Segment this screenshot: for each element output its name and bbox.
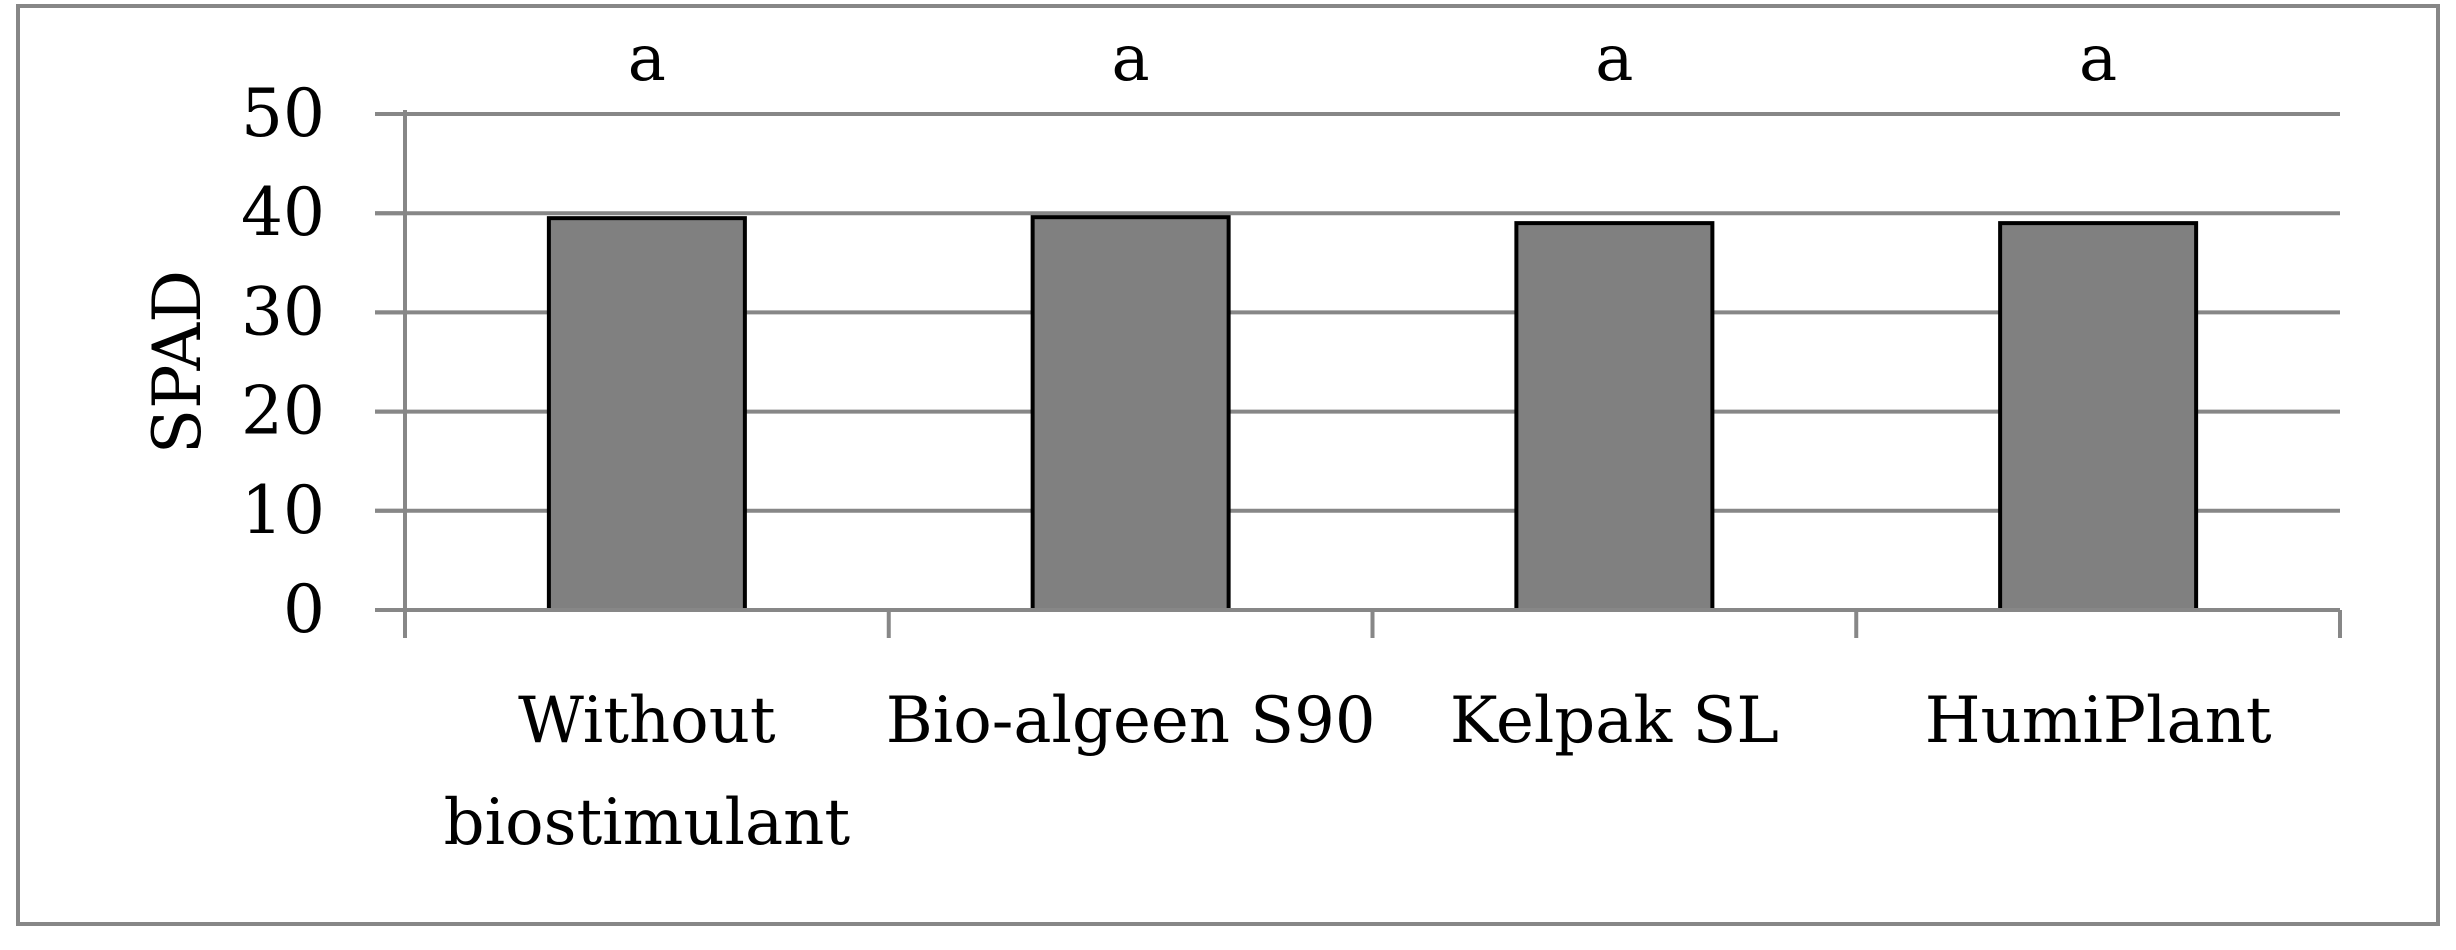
significance-label: a	[1112, 22, 1150, 96]
y-tick-label: 40	[241, 174, 325, 251]
x-tick-label: Bio-algeen S90	[886, 684, 1376, 758]
x-tick-label: Kelpak SL	[1450, 684, 1779, 758]
significance-label: a	[628, 22, 666, 96]
x-tick-label: HumiPlant	[1925, 684, 2272, 758]
bar	[1998, 221, 2199, 612]
x-tick-labels: Without biostimulant Bio-algeen S90 Kelpak …	[444, 684, 2272, 860]
y-tick-label: 0	[283, 571, 325, 648]
y-tick-label: 10	[241, 472, 325, 549]
significance-label: a	[2079, 22, 2117, 96]
y-tick-labels: 0 10 20 30 40 50	[241, 75, 325, 648]
x-tick-label: Without biostimulant	[444, 684, 851, 860]
y-tick-label: 30	[241, 273, 325, 350]
bar	[1514, 221, 1715, 612]
y-axis-label: SPAD	[139, 270, 216, 454]
axes	[375, 110, 2342, 638]
y-tick-label: 50	[241, 75, 325, 152]
bar	[546, 216, 747, 612]
bar	[1030, 215, 1231, 612]
y-tick-label: 20	[241, 373, 325, 450]
significance-label: a	[1595, 22, 1633, 96]
bars	[546, 215, 2199, 612]
